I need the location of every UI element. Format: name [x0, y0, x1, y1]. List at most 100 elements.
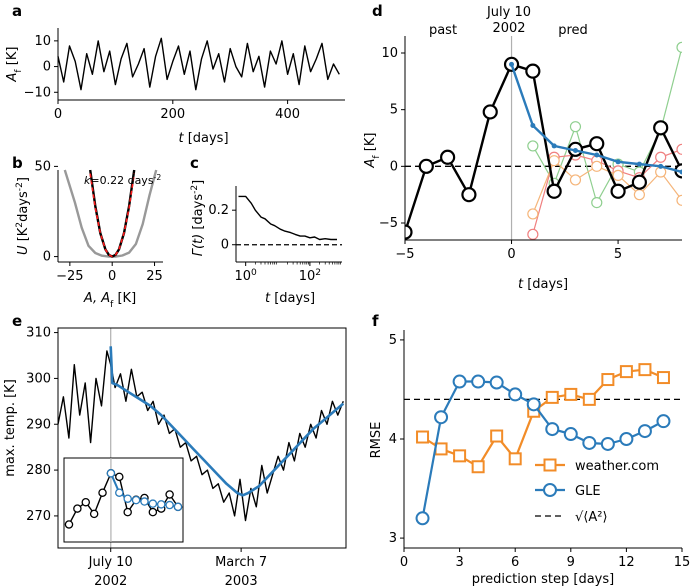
- x-tick-label-e: March 7: [215, 555, 267, 570]
- y-tick-label-f: 3: [389, 531, 397, 546]
- y-tick-label-b: 0: [43, 250, 51, 265]
- x-tick-label-c: 100: [234, 268, 257, 284]
- rmse-point-gle: [508, 387, 523, 402]
- data-point-d-red: [655, 151, 667, 163]
- data-point-d-orange: [612, 169, 624, 181]
- data-point-d-blue: [509, 61, 515, 67]
- data-point-d-red: [527, 228, 539, 240]
- x-axis-label-a: t [days]: [178, 131, 228, 146]
- y-axis-label-e: max. temp. [K]: [3, 379, 18, 477]
- panel-label-f: f: [372, 312, 379, 330]
- panel-label-b: b: [12, 154, 23, 172]
- x-tick-label-f: 3: [455, 555, 463, 570]
- data-point-d-black: [440, 149, 456, 165]
- stiffness-annotation: k=0.22 days-2: [84, 173, 161, 188]
- rmse-point-gle: [526, 397, 541, 412]
- y-axis-label-a: Af [K]: [5, 47, 24, 83]
- rmse-point-weather: [490, 429, 504, 443]
- rmse-point-gle: [471, 374, 486, 389]
- y-tick-label-d: 10: [381, 46, 398, 61]
- inset-prediction-point: [131, 495, 141, 505]
- panel-label-d: d: [372, 2, 383, 20]
- temperature-line-blue: [109, 346, 345, 497]
- rmse-point-gle: [637, 424, 652, 439]
- x-tick-label-e: July 10: [88, 555, 133, 570]
- x-tick-label-f: 0: [400, 555, 408, 570]
- panel-label-a: a: [12, 2, 22, 20]
- x-tick-label-f: 12: [618, 555, 635, 570]
- y-tick-label-a: 10: [34, 34, 51, 49]
- x-axis-label-b: A, Af [K]: [83, 291, 136, 310]
- rmse-point-gle: [452, 374, 467, 389]
- data-point-d-black: [525, 63, 541, 79]
- data-point-d-black: [418, 158, 434, 174]
- x-tick-label-b: −25: [56, 269, 83, 284]
- rmse-point-gle: [489, 375, 504, 390]
- y-tick-label-c: 0.2: [208, 203, 229, 218]
- x-tick-label-d: 5: [614, 247, 622, 262]
- pred-annotation: pred: [558, 23, 588, 38]
- memory-kernel-line: [238, 195, 337, 241]
- rmse-point-gle: [563, 427, 578, 442]
- y-tick-label-f: 4: [389, 432, 397, 447]
- x-tick-label-c: 102: [299, 268, 321, 284]
- series-line-a: [57, 37, 340, 91]
- rmse-point-gle: [600, 436, 615, 451]
- potential-curve-red: [89, 173, 135, 258]
- legend-marker-gle: [543, 483, 557, 497]
- y-tick-label-e: 310: [26, 326, 51, 341]
- y-tick-label-d: −5: [379, 216, 398, 231]
- data-point-d-black: [461, 187, 477, 203]
- data-point-d-green: [569, 121, 582, 133]
- rmse-point-weather: [619, 365, 633, 379]
- plot-frame-e: [57, 327, 347, 549]
- rmse-point-weather: [564, 387, 578, 401]
- rmse-point-gle: [545, 422, 560, 437]
- legend-label-reference: √⟨A²⟩: [575, 510, 608, 525]
- y-tick-label-a: −10: [24, 85, 51, 100]
- data-point-d-orange: [548, 155, 560, 167]
- x-tick-label-f: 15: [674, 555, 691, 570]
- inset-observed-point: [81, 497, 91, 507]
- y-tick-label-e: 270: [26, 509, 51, 524]
- date-annotation-line1: July 10: [486, 5, 531, 20]
- inset-frame: [63, 457, 184, 543]
- legend-label-weather: weather.com: [575, 459, 659, 474]
- rmse-point-gle: [619, 432, 634, 446]
- temperature-line-black: [57, 350, 344, 522]
- x-tick-label-a: 200: [160, 107, 185, 122]
- data-point-d-black: [482, 104, 498, 120]
- data-point-d-blue: [594, 152, 600, 158]
- y-tick-label-e: 300: [26, 371, 51, 386]
- data-point-d-orange: [527, 208, 539, 220]
- panel-label-c: c: [190, 154, 199, 172]
- past-annotation: past: [429, 23, 457, 38]
- panel-label-e: e: [12, 312, 22, 330]
- rmse-point-weather: [453, 449, 467, 463]
- series-line-d-black: [405, 62, 682, 233]
- inset-observed-point: [73, 504, 82, 513]
- rmse-point-weather: [582, 392, 596, 406]
- data-point-d-black: [589, 136, 605, 152]
- x-tick-label-b: 0: [108, 269, 116, 284]
- x-axis-label-f: prediction step [days]: [472, 572, 614, 587]
- y-axis-label-d: Af [K]: [363, 133, 382, 169]
- y-tick-label-a: 0: [43, 60, 51, 75]
- rmse-point-gle: [582, 435, 597, 450]
- inset-prediction-point: [156, 500, 166, 509]
- inset-observed-point: [64, 520, 74, 529]
- rmse-point-weather: [434, 442, 448, 456]
- x-tick-label-a: 0: [54, 107, 62, 122]
- x-tick-label-b: 25: [146, 269, 163, 284]
- x-tick-label-e-year: 2003: [225, 574, 258, 588]
- rmse-point-weather: [656, 371, 670, 385]
- data-point-d-green: [527, 140, 539, 152]
- legend-label-gle: GLE: [575, 484, 601, 499]
- inset-observed-point: [98, 488, 107, 497]
- data-point-d-black: [546, 183, 562, 199]
- inset-observed-point: [115, 472, 124, 482]
- inset-prediction-point: [165, 500, 174, 510]
- data-point-d-orange: [591, 160, 603, 172]
- y-axis-label-f: RMSE: [369, 422, 384, 459]
- inset-prediction-point: [140, 497, 149, 506]
